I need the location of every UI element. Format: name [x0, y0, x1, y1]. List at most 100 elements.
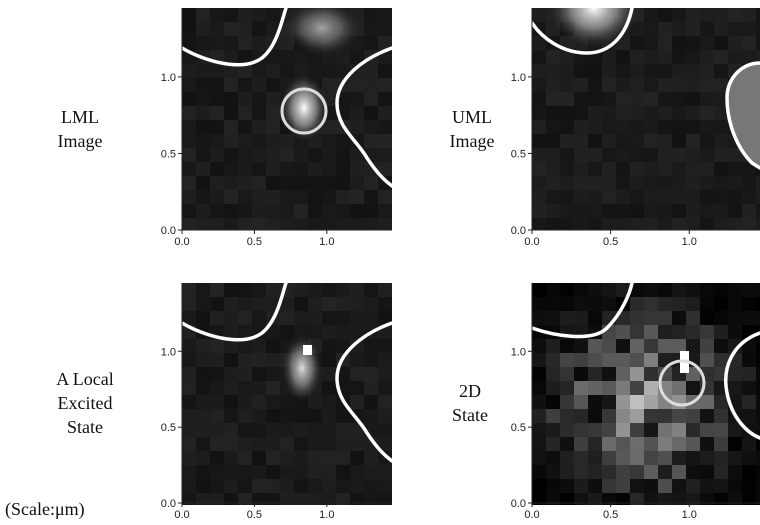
pixel	[616, 409, 630, 423]
pixel	[756, 465, 760, 479]
pixel	[350, 78, 364, 92]
pixel	[574, 78, 588, 92]
pixel	[406, 176, 420, 190]
pixel	[742, 395, 756, 409]
pixel	[588, 120, 602, 134]
pixel	[728, 479, 742, 493]
pixel	[406, 283, 420, 297]
pixel	[546, 162, 560, 176]
pixel	[378, 409, 392, 423]
pixel	[574, 423, 588, 437]
pixel	[658, 311, 672, 325]
pixel	[658, 204, 672, 218]
pixel	[406, 353, 420, 367]
pixel	[756, 353, 760, 367]
pixel	[672, 325, 686, 339]
pixel	[252, 339, 266, 353]
pixel	[686, 120, 700, 134]
pixel	[700, 325, 714, 339]
pixel	[392, 325, 406, 339]
pixel	[630, 78, 644, 92]
pixel	[560, 64, 574, 78]
pixel	[322, 367, 336, 381]
pixel	[406, 162, 420, 176]
pixel	[672, 92, 686, 106]
pixel	[616, 423, 630, 437]
pixel	[714, 409, 728, 423]
pixel	[532, 148, 546, 162]
pixel	[252, 176, 266, 190]
pixel	[392, 64, 406, 78]
pixel	[392, 339, 406, 353]
pixel	[602, 50, 616, 64]
pixel	[378, 120, 392, 134]
pixel	[546, 134, 560, 148]
pixel	[238, 162, 252, 176]
pixel	[336, 283, 350, 297]
pixel	[686, 190, 700, 204]
pixel	[630, 106, 644, 120]
pixel	[644, 409, 658, 423]
pixel	[560, 479, 574, 493]
pixel	[266, 395, 280, 409]
pixel	[392, 493, 406, 507]
pixel	[714, 22, 728, 36]
pixel	[742, 204, 756, 218]
pixel	[252, 297, 266, 311]
pixel	[602, 395, 616, 409]
pixel	[280, 493, 294, 507]
pixel	[700, 409, 714, 423]
pixel	[700, 437, 714, 451]
pixel	[546, 423, 560, 437]
pixel	[182, 353, 196, 367]
pixel	[616, 92, 630, 106]
pixel	[350, 204, 364, 218]
pixel	[602, 437, 616, 451]
pixel	[378, 339, 392, 353]
pixel	[336, 451, 350, 465]
pixel	[672, 190, 686, 204]
pixel	[406, 381, 420, 395]
pixel	[308, 311, 322, 325]
pixel	[602, 283, 616, 297]
pixel	[700, 204, 714, 218]
pixel	[644, 22, 658, 36]
pixel	[714, 162, 728, 176]
pixel	[196, 297, 210, 311]
pixel	[238, 148, 252, 162]
pixel	[574, 176, 588, 190]
pixel	[560, 148, 574, 162]
pixel	[392, 148, 406, 162]
pixel	[308, 437, 322, 451]
pixel	[392, 36, 406, 50]
pixel	[238, 381, 252, 395]
pixel	[182, 148, 196, 162]
pixel	[210, 381, 224, 395]
pixel	[644, 36, 658, 50]
pixel	[378, 190, 392, 204]
pixel	[238, 493, 252, 507]
pixel	[700, 120, 714, 134]
pixel	[280, 50, 294, 64]
pixel	[210, 8, 224, 22]
pixel	[210, 148, 224, 162]
pixel	[210, 162, 224, 176]
pixel	[728, 325, 742, 339]
pixel	[686, 8, 700, 22]
pixel	[350, 451, 364, 465]
pixel	[700, 92, 714, 106]
pixel	[658, 78, 672, 92]
pixel	[616, 325, 630, 339]
pixel	[672, 176, 686, 190]
pixel	[280, 162, 294, 176]
pixel	[546, 353, 560, 367]
pixel	[714, 423, 728, 437]
pixel	[210, 437, 224, 451]
pixel	[574, 148, 588, 162]
pixel	[364, 465, 378, 479]
pixel	[686, 50, 700, 64]
pixel	[336, 437, 350, 451]
pixel	[238, 297, 252, 311]
pixel	[406, 395, 420, 409]
pixel	[196, 162, 210, 176]
